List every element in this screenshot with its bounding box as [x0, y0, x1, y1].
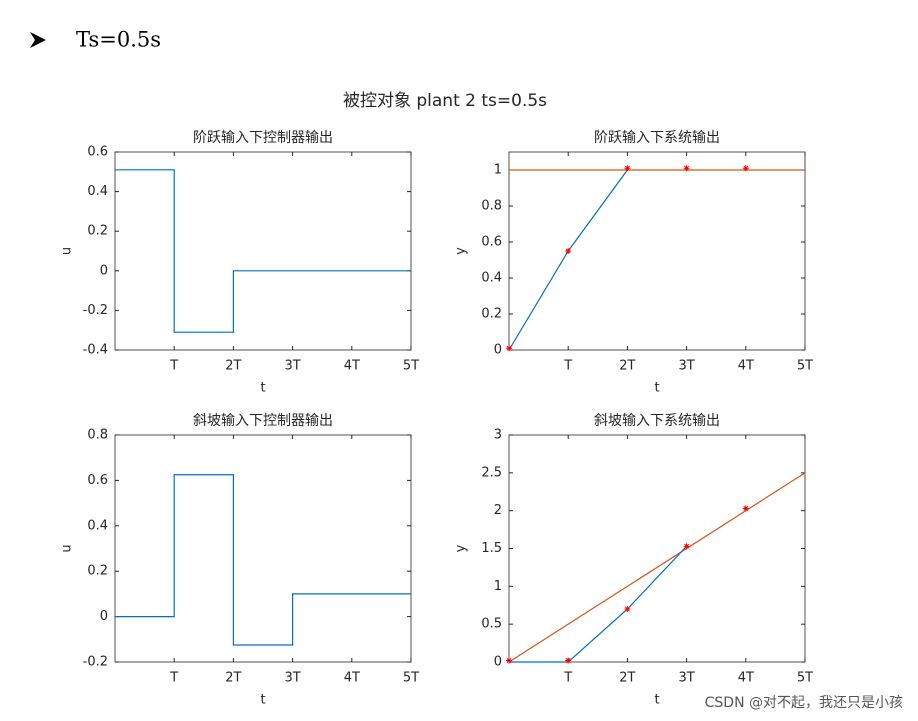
x-tick-label: 3T: [678, 359, 694, 374]
plot-area: [508, 434, 806, 663]
data-line: [508, 472, 806, 663]
plot-area: [114, 434, 412, 663]
y-tick-label: 1: [494, 579, 502, 594]
y-tick-label: 0.6: [87, 473, 108, 488]
x-tick-label: 2T: [225, 671, 241, 686]
y-tick-label: 0.4: [87, 184, 108, 199]
x-tick-label: 4T: [738, 359, 754, 374]
x-tick-label: 4T: [738, 671, 754, 686]
x-tick-label: T: [169, 359, 178, 374]
x-tick-label: 4T: [344, 671, 360, 686]
bullet-arrow: [30, 32, 46, 48]
y-tick-label: -0.4: [83, 343, 108, 358]
x-tick-label: T: [563, 359, 572, 374]
subplot-title: 阶跃输入下系统输出: [594, 130, 720, 146]
subplot-title: 斜坡输入下控制器输出: [193, 413, 333, 429]
suptitle: 被控对象 plant 2 ts=0.5s: [343, 91, 547, 111]
star-marker: [565, 657, 572, 664]
y-tick-label: 2.5: [481, 465, 502, 480]
plot-area: [508, 151, 806, 351]
watermark: CSDN @对不起，我还只是小孩: [705, 695, 903, 711]
x-tick-label: 3T: [678, 671, 694, 686]
y-tick-label: 0.8: [481, 199, 502, 214]
y-axis-label: u: [60, 544, 75, 552]
star-marker: [624, 606, 631, 613]
x-tick-label: 3T: [284, 671, 300, 686]
y-tick-label: 0: [100, 609, 108, 624]
star-marker: [506, 345, 512, 352]
data-line: [115, 474, 411, 646]
y-tick-label: 0.8: [87, 428, 108, 443]
y-tick-label: 3: [494, 428, 502, 443]
x-tick-label: 2T: [225, 359, 241, 374]
x-tick-label: T: [563, 671, 572, 686]
y-tick-label: 1.5: [481, 541, 502, 556]
star-marker: [624, 165, 631, 172]
y-tick-label: 0.2: [481, 307, 502, 322]
x-axis-label: t: [654, 693, 659, 708]
star-marker: [742, 505, 749, 512]
star-marker: [565, 248, 572, 254]
x-tick-label: 4T: [344, 359, 360, 374]
heading: Ts=0.5s: [76, 28, 161, 52]
y-tick-label: 0.2: [87, 564, 108, 579]
x-tick-label: 2T: [619, 671, 635, 686]
x-axis-label: t: [260, 381, 265, 396]
x-axis-label: t: [654, 381, 659, 396]
y-tick-label: 0.6: [87, 145, 108, 160]
x-axis-label: t: [260, 693, 265, 708]
x-tick-label: 5T: [797, 671, 813, 686]
x-tick-label: 3T: [284, 359, 300, 374]
star-marker: [506, 657, 512, 664]
x-tick-label: 2T: [619, 359, 635, 374]
subplot-title: 斜坡输入下系统输出: [594, 413, 720, 429]
y-tick-label: 0.4: [481, 271, 502, 286]
y-tick-label: 0: [494, 343, 502, 358]
x-tick-label: 5T: [403, 671, 419, 686]
star-marker: [683, 543, 690, 550]
plot-area: [114, 151, 412, 351]
y-tick-label: 0.6: [481, 235, 502, 250]
star-marker: [683, 165, 690, 172]
y-tick-label: 0.4: [87, 518, 108, 533]
y-tick-label: -0.2: [83, 303, 108, 318]
y-tick-label: 0.2: [87, 224, 108, 239]
y-axis-label: y: [454, 247, 469, 255]
star-marker: [742, 165, 749, 172]
x-tick-label: T: [169, 671, 178, 686]
x-tick-label: 5T: [403, 359, 419, 374]
y-axis-label: y: [454, 544, 469, 552]
x-tick-label: 5T: [797, 359, 813, 374]
data-line: [509, 545, 688, 663]
y-tick-label: 1: [494, 163, 502, 178]
y-tick-label: -0.2: [83, 655, 108, 670]
data-line: [115, 169, 411, 333]
y-tick-label: 0.5: [481, 617, 502, 632]
subplot-title: 阶跃输入下控制器输出: [193, 130, 333, 146]
y-tick-label: 2: [494, 503, 502, 518]
y-tick-label: 0: [494, 655, 502, 670]
y-tick-label: 0: [100, 263, 108, 278]
y-axis-label: u: [60, 247, 75, 255]
